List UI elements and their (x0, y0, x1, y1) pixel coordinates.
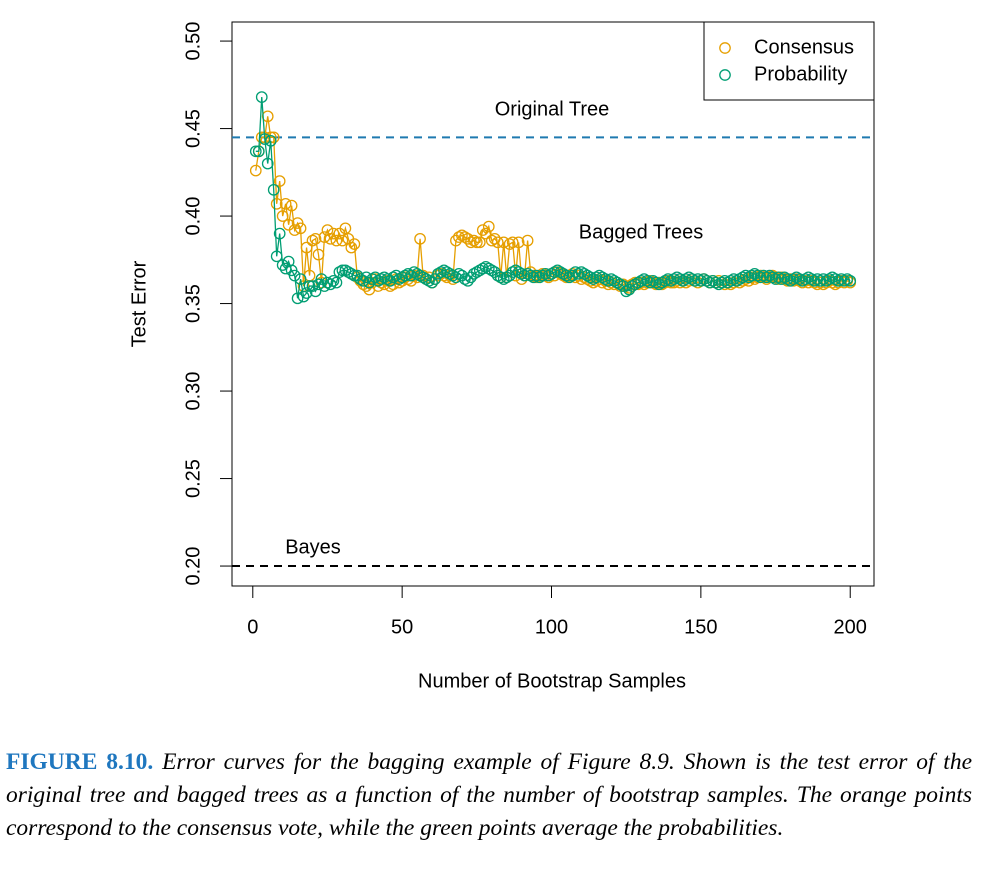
data-point (327, 227, 340, 240)
data-point (312, 248, 325, 261)
data-point (414, 232, 426, 245)
data-point (345, 241, 358, 254)
data-point (273, 227, 286, 240)
data-point (324, 278, 337, 291)
data-point (294, 273, 307, 285)
data-point (276, 210, 289, 222)
y-tick-label: 0.20 (182, 547, 204, 586)
legend-marker (719, 69, 731, 81)
data-point (479, 227, 492, 240)
data-point (315, 273, 328, 285)
data-point (264, 134, 277, 147)
data-point (348, 269, 361, 282)
data-point (267, 183, 280, 196)
data-point (300, 287, 313, 299)
data-point (294, 222, 307, 235)
data-point (348, 238, 361, 250)
x-axis-label: Number of Bootstrap Samples (418, 670, 686, 692)
y-tick-label: 0.35 (182, 284, 204, 323)
data-point (426, 276, 438, 289)
data-point (405, 269, 417, 282)
y-tick-label: 0.25 (182, 459, 204, 498)
legend-label: Probability (754, 63, 847, 85)
data-point (339, 222, 352, 235)
data-point (844, 274, 857, 287)
chart: Number of Bootstrap Samples Test Error 0… (128, 21, 875, 692)
data-point (273, 175, 286, 187)
annotation: Bagged Trees (579, 221, 704, 243)
data-point (276, 259, 289, 271)
data-point (521, 234, 534, 247)
data-point (300, 241, 313, 254)
x-tick-label: 100 (535, 616, 568, 638)
caption-label: FIGURE 8.10. (6, 749, 154, 775)
x-tick-label: 0 (247, 616, 258, 638)
data-point (330, 234, 343, 247)
caption: FIGURE 8.10. Error curves for the baggin… (6, 746, 972, 845)
data-point (506, 236, 519, 249)
x-tick-label: 200 (834, 616, 867, 638)
data-point (476, 224, 489, 236)
data-point (470, 236, 483, 249)
y-axis-label: Test Error (128, 260, 150, 347)
data-point (285, 199, 298, 212)
data-point (279, 197, 292, 210)
data-point (309, 232, 322, 245)
data-point (462, 274, 474, 287)
data-point (512, 236, 525, 249)
data-point (288, 269, 301, 282)
data-point (249, 164, 262, 177)
legend-marker (719, 42, 731, 54)
x-tick-label: 150 (684, 616, 717, 638)
data-point (390, 269, 403, 282)
data-point (450, 271, 462, 284)
data-point (309, 285, 322, 298)
caption-text: Error curves for the bagging example of … (6, 749, 973, 841)
data-point (497, 236, 510, 249)
data-point (252, 145, 265, 158)
data-point (336, 234, 349, 247)
reference-label: Bayes (285, 536, 341, 558)
y-tick-label: 0.40 (182, 197, 204, 236)
data-point (270, 250, 283, 263)
data-point (318, 280, 331, 292)
data-point (258, 133, 271, 145)
data-point (291, 292, 304, 305)
y-tick-label: 0.45 (182, 109, 204, 148)
x-tick-label: 50 (391, 616, 413, 638)
data-point (297, 290, 310, 303)
data-point (270, 197, 283, 210)
data-point (249, 145, 262, 158)
data-point (357, 274, 370, 287)
y-tick-label: 0.30 (182, 372, 204, 411)
series-line (255, 116, 851, 291)
y-tick-label: 0.50 (182, 22, 204, 61)
data-point (330, 276, 343, 289)
data-point (261, 157, 274, 170)
data-point (279, 262, 292, 275)
data-point (288, 224, 301, 236)
data-point (473, 236, 486, 249)
data-point (267, 131, 280, 144)
data-point (491, 236, 504, 249)
data-point (369, 271, 382, 284)
data-point (482, 220, 495, 233)
reference-label: Original Tree (495, 98, 610, 120)
legend-box (703, 21, 875, 101)
data-point (255, 91, 268, 103)
legend-label: Consensus (754, 36, 854, 58)
